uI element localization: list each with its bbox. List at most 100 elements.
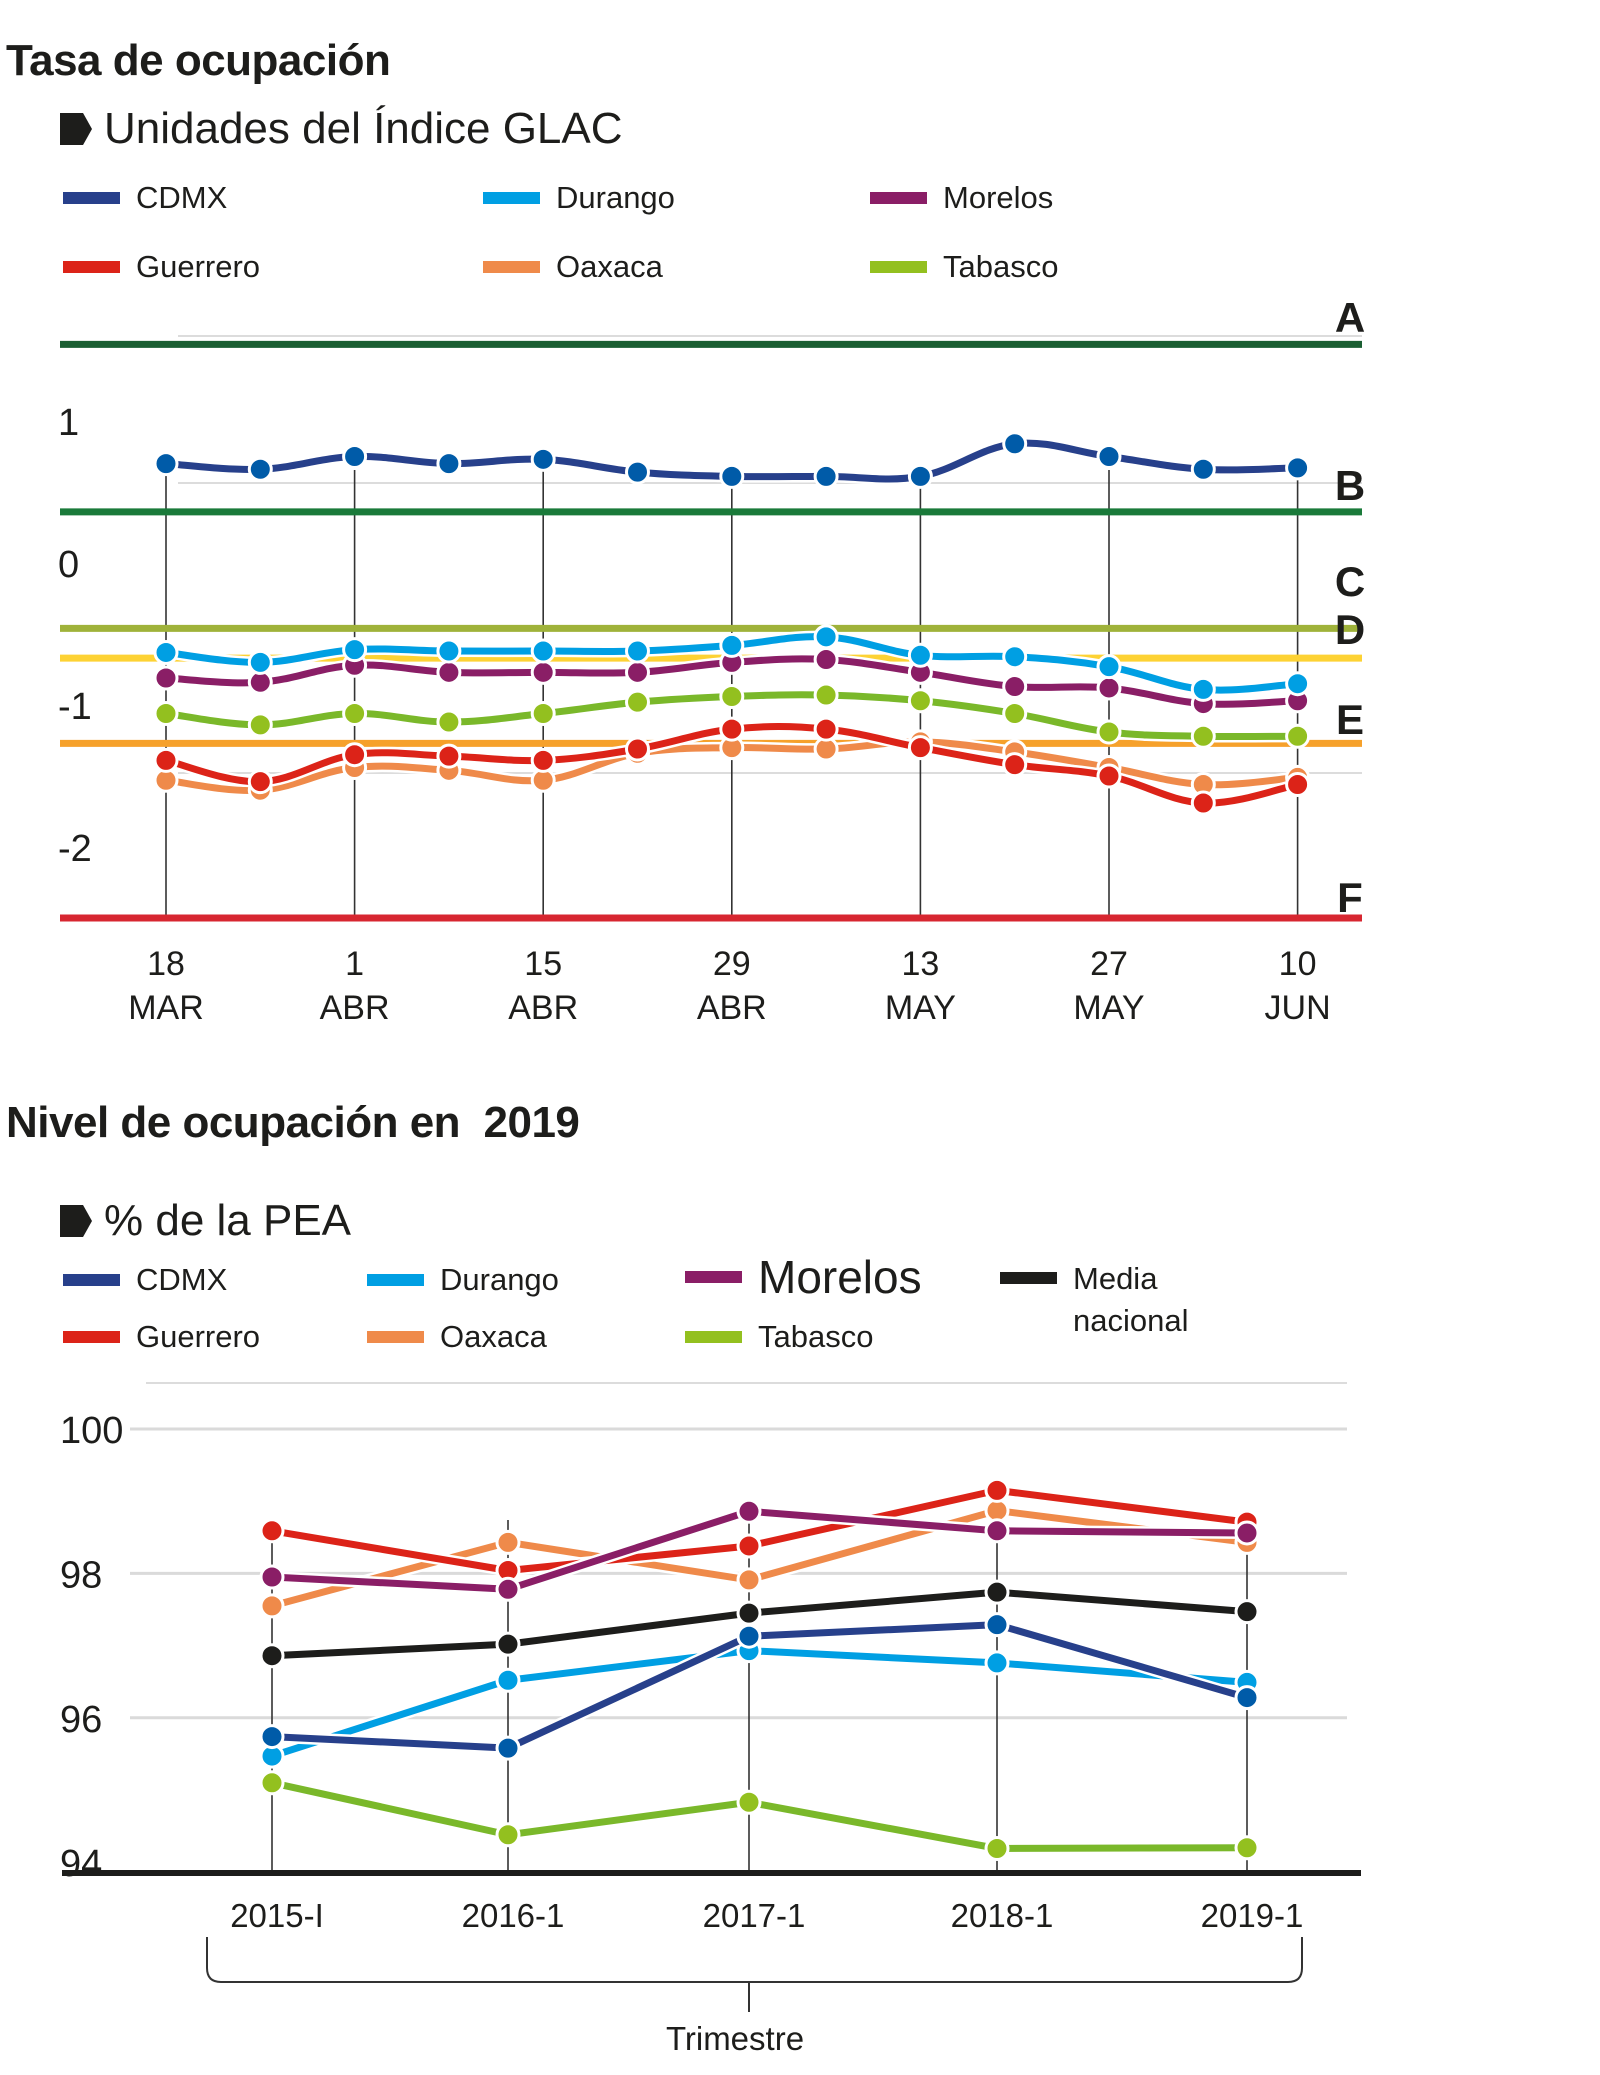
legend-label: Durango <box>440 1262 559 1297</box>
data-point-guerrero <box>719 716 745 742</box>
legend-label: Guerrero <box>136 249 261 284</box>
legend-label: Oaxaca <box>440 1319 547 1354</box>
data-point-tabasco <box>342 701 368 727</box>
data-point-media-nacional <box>1234 1599 1260 1625</box>
data-point-cdmx <box>907 463 933 489</box>
data-point-durango <box>1234 1669 1260 1695</box>
x-tick-label: 2018-1 <box>951 1897 1054 1934</box>
data-point-tabasco <box>530 701 556 727</box>
data-point-durango <box>436 638 462 664</box>
legend-label: Durango <box>556 180 675 215</box>
chart1-legend-oaxaca: Oaxaca <box>483 249 663 285</box>
x-tick-day: 15 <box>524 945 562 983</box>
series-halo <box>271 1484 1248 1577</box>
legend-swatch <box>63 261 120 273</box>
data-point-morelos <box>1096 675 1122 701</box>
series-halo <box>271 1586 1248 1662</box>
chart2-legend-oaxaca: Oaxaca <box>367 1319 547 1355</box>
series-halo <box>270 1644 1248 1762</box>
y-tick-label: 100 <box>60 1410 123 1452</box>
data-point-durango <box>259 1743 285 1769</box>
x-tick-month: JUN <box>1265 989 1331 1027</box>
data-point-cdmx <box>813 463 839 489</box>
data-point-durango <box>1096 654 1122 680</box>
data-point-cdmx <box>1002 431 1028 457</box>
reference-label-e: E <box>1336 696 1364 743</box>
y-tick-label: -1 <box>58 686 92 728</box>
x-tick-day: 10 <box>1279 945 1317 983</box>
data-point-oaxaca <box>259 1593 285 1619</box>
bullet-pentagon-icon <box>60 1205 92 1237</box>
data-point-guerrero <box>1234 1509 1260 1535</box>
legend-swatch <box>685 1331 742 1343</box>
data-point-cdmx <box>247 456 273 482</box>
data-point-cdmx <box>259 1724 285 1750</box>
chart1-legend-guerrero: Guerrero <box>63 249 260 285</box>
chart2-legend-media-nacional: Media nacional <box>1000 1258 1223 1342</box>
chart1-legend-morelos: Morelos <box>870 180 1053 216</box>
x-tick-label: 2017-1 <box>703 1897 806 1934</box>
data-point-cdmx <box>625 459 650 485</box>
y-tick-label: -2 <box>58 828 92 870</box>
data-point-guerrero <box>1096 763 1122 789</box>
data-point-tabasco <box>984 1835 1010 1861</box>
data-point-tabasco <box>907 688 933 714</box>
data-point-tabasco <box>1190 723 1216 749</box>
reference-label-d: D <box>1335 606 1365 653</box>
chart2-legend-guerrero: Guerrero <box>63 1319 260 1355</box>
series-line-oaxaca <box>271 1507 1248 1610</box>
data-point-tabasco <box>495 1822 521 1848</box>
y-tick-label: 98 <box>60 1554 102 1596</box>
data-point-oaxaca <box>736 1567 762 1593</box>
legend-swatch <box>483 192 540 204</box>
data-point-durango <box>247 649 273 675</box>
data-point-durango <box>530 638 556 664</box>
legend-swatch <box>1000 1272 1057 1284</box>
chart1-title: Tasa de ocupación <box>6 36 391 85</box>
x-tick-label: 2016-1 <box>462 1897 565 1934</box>
data-point-durango <box>625 638 650 664</box>
data-point-morelos <box>436 659 462 685</box>
legend-label: Tabasco <box>943 249 1059 284</box>
data-point-durango <box>342 637 368 663</box>
chart2-title: Nivel de ocupación en 2019 <box>6 1098 580 1147</box>
data-point-cdmx <box>153 451 179 477</box>
series-line-cdmx <box>271 1621 1248 1752</box>
chart1-legend-durango: Durango <box>483 180 675 216</box>
data-point-morelos <box>495 1576 521 1602</box>
x-tick-day: 29 <box>713 945 751 983</box>
data-point-oaxaca <box>1234 1529 1260 1555</box>
data-point-cdmx <box>1234 1685 1260 1711</box>
data-point-guerrero <box>247 769 273 795</box>
data-point-tabasco <box>436 709 462 735</box>
series-halo <box>270 1504 1248 1612</box>
data-point-media-nacional <box>984 1579 1010 1605</box>
chart2-legend-cdmx: CDMX <box>63 1262 227 1298</box>
data-point-tabasco <box>153 701 179 727</box>
data-point-durango <box>1002 644 1028 670</box>
data-point-guerrero <box>495 1558 521 1584</box>
y-tick-label: 1 <box>58 402 79 444</box>
data-point-morelos <box>530 659 556 685</box>
data-point-durango <box>907 642 933 668</box>
data-point-cdmx <box>736 1623 762 1649</box>
data-point-durango <box>495 1667 521 1693</box>
data-point-morelos <box>1234 1520 1260 1546</box>
data-point-guerrero <box>436 743 462 769</box>
chart1-subtitle: Unidades del Índice GLAC <box>60 104 623 154</box>
data-point-cdmx <box>1190 456 1216 482</box>
data-point-durango <box>984 1650 1010 1676</box>
x-tick-month: ABR <box>697 989 767 1027</box>
x-tick-day: 18 <box>147 945 185 983</box>
data-point-durango <box>736 1638 762 1664</box>
x-tick-month: ABR <box>508 989 578 1027</box>
data-point-oaxaca <box>984 1498 1010 1524</box>
legend-label: Morelos <box>943 180 1054 215</box>
data-point-cdmx <box>342 444 368 469</box>
series-line-durango <box>270 1647 1248 1760</box>
x-tick-month: MAY <box>885 989 956 1027</box>
data-point-cdmx <box>530 446 556 472</box>
data-point-guerrero <box>1285 772 1311 798</box>
data-point-guerrero <box>736 1533 762 1559</box>
legend-label: Media nacional <box>1073 1261 1189 1338</box>
